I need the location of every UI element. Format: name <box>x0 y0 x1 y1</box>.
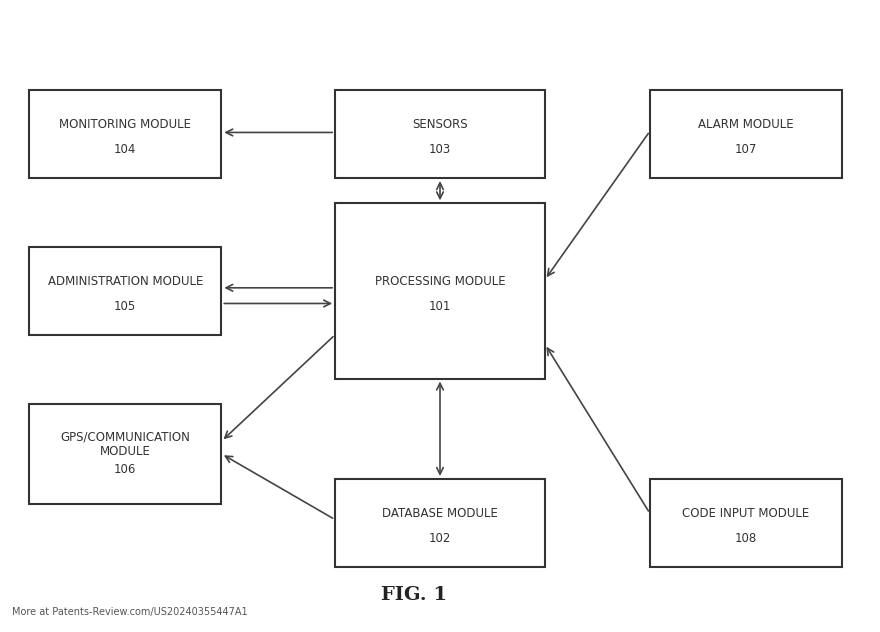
Text: ALARM MODULE: ALARM MODULE <box>698 118 794 131</box>
Text: 103: 103 <box>429 143 451 157</box>
Text: MONITORING MODULE: MONITORING MODULE <box>59 118 191 131</box>
FancyBboxPatch shape <box>29 404 222 504</box>
Text: 102: 102 <box>429 532 451 545</box>
FancyBboxPatch shape <box>649 479 842 566</box>
FancyBboxPatch shape <box>29 90 222 178</box>
Text: 101: 101 <box>429 300 451 313</box>
Text: More at Patents-Review.com/US20240355447A1: More at Patents-Review.com/US20240355447… <box>11 607 247 617</box>
Text: DATABASE MODULE: DATABASE MODULE <box>382 507 498 520</box>
Text: SENSORS: SENSORS <box>412 118 468 131</box>
Text: CODE INPUT MODULE: CODE INPUT MODULE <box>682 507 810 520</box>
FancyBboxPatch shape <box>335 479 545 566</box>
Text: ADMINISTRATION MODULE: ADMINISTRATION MODULE <box>48 275 203 288</box>
Text: GPS/COMMUNICATION
MODULE: GPS/COMMUNICATION MODULE <box>60 430 190 458</box>
Text: FIG. 1: FIG. 1 <box>381 586 447 604</box>
FancyBboxPatch shape <box>335 204 545 379</box>
FancyBboxPatch shape <box>29 247 222 335</box>
Text: 104: 104 <box>114 143 136 157</box>
FancyBboxPatch shape <box>335 90 545 178</box>
Text: PROCESSING MODULE: PROCESSING MODULE <box>375 275 505 288</box>
Text: 107: 107 <box>735 143 758 157</box>
FancyBboxPatch shape <box>649 90 842 178</box>
Text: 105: 105 <box>114 300 136 313</box>
Text: 108: 108 <box>735 532 757 545</box>
Text: 106: 106 <box>114 463 136 476</box>
